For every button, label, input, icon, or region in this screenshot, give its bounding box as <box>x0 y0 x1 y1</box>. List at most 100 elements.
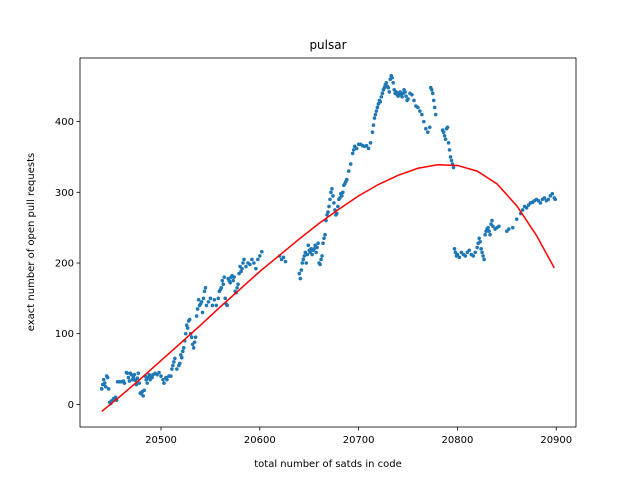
data-point <box>452 247 457 251</box>
data-point <box>145 381 149 385</box>
data-point <box>208 296 213 301</box>
data-point <box>165 377 169 382</box>
data-point <box>203 285 208 290</box>
data-point <box>432 105 437 110</box>
y-axis-label: exact number of open pull requests <box>26 153 37 331</box>
data-point <box>482 257 486 262</box>
data-point <box>379 95 384 99</box>
data-point <box>370 130 375 135</box>
data-point <box>232 275 236 279</box>
y-tick-label: 400 <box>55 117 74 128</box>
data-point <box>170 367 174 371</box>
data-point <box>384 80 389 85</box>
data-point <box>184 323 189 328</box>
data-point <box>366 146 371 151</box>
data-point <box>125 371 130 376</box>
data-point <box>206 300 211 304</box>
data-point <box>306 243 311 248</box>
data-point <box>214 303 219 308</box>
data-point <box>330 186 334 191</box>
data-point <box>204 303 209 308</box>
data-point <box>201 296 206 301</box>
plot-frame <box>79 57 577 428</box>
chart-title: pulsar <box>309 38 346 52</box>
data-point <box>483 232 487 237</box>
data-point <box>304 261 309 265</box>
data-point <box>106 387 111 391</box>
data-point <box>430 91 435 96</box>
data-point <box>169 374 173 378</box>
data-point <box>390 75 395 80</box>
data-point <box>490 218 494 223</box>
data-point <box>425 130 430 135</box>
x-tick-label: 20500 <box>145 435 177 446</box>
data-point <box>346 169 351 173</box>
data-point <box>200 310 205 315</box>
data-point <box>281 255 286 260</box>
x-tick-label: 20900 <box>540 435 572 446</box>
data-point <box>335 211 339 216</box>
data-point <box>475 245 479 250</box>
data-point <box>187 317 192 322</box>
data-point <box>322 236 326 241</box>
plot-area <box>99 73 558 413</box>
data-point <box>418 109 422 113</box>
data-point <box>420 112 424 117</box>
data-point <box>431 98 436 103</box>
data-point <box>463 254 468 258</box>
data-point <box>252 261 256 265</box>
data-point <box>248 262 252 267</box>
data-point <box>433 112 438 117</box>
data-point <box>194 314 199 318</box>
data-point <box>102 381 107 385</box>
data-point <box>142 388 147 393</box>
data-point <box>99 387 104 391</box>
data-point <box>299 268 304 272</box>
data-point <box>141 394 146 398</box>
data-point <box>487 229 491 233</box>
data-point <box>449 158 454 163</box>
data-point <box>486 225 490 230</box>
data-point <box>400 95 404 99</box>
data-point <box>336 204 340 209</box>
y-tick-label: 300 <box>55 188 74 199</box>
data-point <box>398 90 402 94</box>
data-point <box>350 151 355 156</box>
data-point <box>524 206 529 210</box>
data-point <box>378 100 383 104</box>
data-point <box>135 376 140 381</box>
data-point <box>386 85 391 90</box>
data-point <box>391 80 396 85</box>
data-point <box>185 326 190 330</box>
y-tick-label: 0 <box>68 400 74 411</box>
data-point <box>212 297 217 302</box>
data-point <box>340 194 344 198</box>
data-point <box>240 266 244 271</box>
data-point <box>310 252 314 257</box>
data-point <box>442 133 447 138</box>
data-point <box>183 331 188 336</box>
data-point <box>179 355 184 360</box>
data-point <box>241 261 245 265</box>
data-point <box>553 197 558 202</box>
data-point <box>372 116 377 120</box>
data-point <box>297 271 302 276</box>
data-point <box>344 177 349 182</box>
data-point <box>327 204 331 209</box>
data-point <box>403 90 407 94</box>
fit-line <box>101 163 555 413</box>
data-point <box>219 285 224 290</box>
data-point <box>480 250 484 255</box>
data-point <box>443 137 448 142</box>
data-point <box>348 162 353 166</box>
data-point <box>323 232 327 237</box>
data-point <box>101 377 106 382</box>
data-point <box>481 254 485 258</box>
data-point <box>236 282 240 287</box>
x-axis-label: total number of satds in code <box>254 459 401 470</box>
data-point <box>192 340 197 344</box>
data-point <box>302 254 307 258</box>
data-point <box>448 155 453 159</box>
data-point <box>321 241 325 246</box>
